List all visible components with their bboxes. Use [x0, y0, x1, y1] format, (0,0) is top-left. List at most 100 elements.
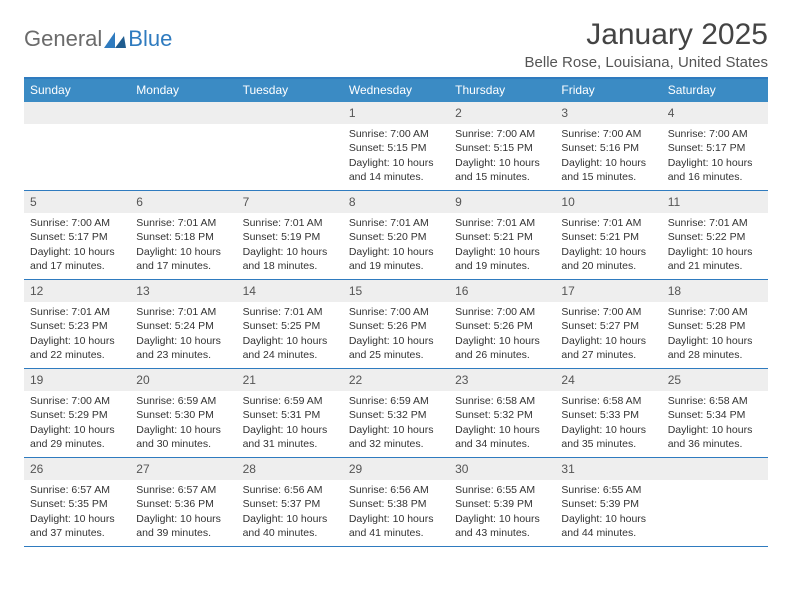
day-cell: 2Sunrise: 7:00 AMSunset: 5:15 PMDaylight… [449, 102, 555, 190]
sunrise-line: Sunrise: 7:00 AM [30, 216, 124, 230]
sunset-line: Sunset: 5:26 PM [455, 319, 549, 333]
sunrise-line: Sunrise: 7:00 AM [349, 127, 443, 141]
day-cell [130, 102, 236, 190]
day-cell: 12 Sunrise: 7:01 AMSunset: 5:23 PMDayligh… [24, 280, 130, 368]
sunrise-line: Sunrise: 6:58 AM [561, 394, 655, 408]
day-cell: 20Sunrise: 6:59 AMSunset: 5:30 PMDayligh… [130, 369, 236, 457]
day-cell: 31Sunrise: 6:55 AMSunset: 5:39 PMDayligh… [555, 458, 661, 546]
sunset-line: Sunset: 5:15 PM [455, 141, 549, 155]
sunset-line: Sunset: 5:27 PM [561, 319, 655, 333]
day-number: 12 [24, 280, 130, 302]
day-number: 14 [237, 280, 343, 302]
day-cell: 13Sunrise: 7:01 AMSunset: 5:24 PMDayligh… [130, 280, 236, 368]
weekday-header-row: SundayMondayTuesdayWednesdayThursdayFrid… [24, 79, 768, 102]
sunrise-line: Sunrise: 6:56 AM [243, 483, 337, 497]
daylight-line: Daylight: 10 hours and 27 minutes. [561, 334, 655, 362]
day-number: 15 [343, 280, 449, 302]
daylight-line: Daylight: 10 hours and 30 minutes. [136, 423, 230, 451]
day-body: Sunrise: 6:56 AMSunset: 5:37 PMDaylight:… [237, 483, 343, 540]
week-row: 26Sunrise: 6:57 AMSunset: 5:35 PMDayligh… [24, 458, 768, 547]
day-cell: 14Sunrise: 7:01 AMSunset: 5:25 PMDayligh… [237, 280, 343, 368]
sunrise-line: Sunrise: 7:00 AM [349, 305, 443, 319]
sunrise-line: Sunrise: 6:57 AM [136, 483, 230, 497]
day-body: Sunrise: 6:59 AMSunset: 5:31 PMDaylight:… [237, 394, 343, 451]
day-body: Sunrise: 7:01 AMSunset: 5:21 PMDaylight:… [449, 216, 555, 273]
logo-text-general: General [24, 26, 102, 52]
sunset-line: Sunset: 5:21 PM [561, 230, 655, 244]
weeks-container: 1Sunrise: 7:00 AMSunset: 5:15 PMDaylight… [24, 102, 768, 547]
sunset-line: Sunset: 5:31 PM [243, 408, 337, 422]
weekday-header-cell: Tuesday [237, 79, 343, 102]
sunrise-line: Sunrise: 7:01 AM [561, 216, 655, 230]
day-number [24, 102, 130, 124]
sunset-line: Sunset: 5:20 PM [349, 230, 443, 244]
sunset-line: Sunset: 5:21 PM [455, 230, 549, 244]
sunrise-line: Sunrise: 7:01 AM [136, 216, 230, 230]
sunrise-line: Sunrise: 7:01 AM [30, 305, 124, 319]
day-cell: 17Sunrise: 7:00 AMSunset: 5:27 PMDayligh… [555, 280, 661, 368]
day-body: Sunrise: 7:00 AMSunset: 5:15 PMDaylight:… [343, 127, 449, 184]
day-number: 17 [555, 280, 661, 302]
daylight-line: Daylight: 10 hours and 26 minutes. [455, 334, 549, 362]
day-number: 4 [662, 102, 768, 124]
day-cell: 8Sunrise: 7:01 AMSunset: 5:20 PMDaylight… [343, 191, 449, 279]
day-number [662, 458, 768, 480]
sunset-line: Sunset: 5:19 PM [243, 230, 337, 244]
day-body: Sunrise: 7:00 AMSunset: 5:28 PMDaylight:… [662, 305, 768, 362]
day-number: 29 [343, 458, 449, 480]
day-number: 5 [24, 191, 130, 213]
day-body: Sunrise: 7:01 AMSunset: 5:20 PMDaylight:… [343, 216, 449, 273]
day-number [130, 102, 236, 124]
day-cell: 3Sunrise: 7:00 AMSunset: 5:16 PMDaylight… [555, 102, 661, 190]
daylight-line: Daylight: 10 hours and 22 minutes. [30, 334, 124, 362]
daylight-line: Daylight: 10 hours and 20 minutes. [561, 245, 655, 273]
day-body: Sunrise: 7:00 AMSunset: 5:17 PMDaylight:… [24, 216, 130, 273]
sunrise-line: Sunrise: 7:01 AM [136, 305, 230, 319]
daylight-line: Daylight: 10 hours and 34 minutes. [455, 423, 549, 451]
sunrise-line: Sunrise: 6:55 AM [561, 483, 655, 497]
day-body: Sunrise: 6:58 AMSunset: 5:34 PMDaylight:… [662, 394, 768, 451]
day-number: 6 [130, 191, 236, 213]
calendar-grid: SundayMondayTuesdayWednesdayThursdayFrid… [24, 77, 768, 547]
day-cell: 16Sunrise: 7:00 AMSunset: 5:26 PMDayligh… [449, 280, 555, 368]
daylight-line: Daylight: 10 hours and 19 minutes. [455, 245, 549, 273]
daylight-line: Daylight: 10 hours and 25 minutes. [349, 334, 443, 362]
day-number: 27 [130, 458, 236, 480]
sunset-line: Sunset: 5:23 PM [30, 319, 124, 333]
day-cell: 15 Sunrise: 7:00 AMSunset: 5:26 PMDayligh… [343, 280, 449, 368]
daylight-line: Daylight: 10 hours and 44 minutes. [561, 512, 655, 540]
sunrise-line: Sunrise: 7:01 AM [243, 305, 337, 319]
day-cell: 29Sunrise: 6:56 AMSunset: 5:38 PMDayligh… [343, 458, 449, 546]
day-cell: 19Sunrise: 7:00 AMSunset: 5:29 PMDayligh… [24, 369, 130, 457]
sunset-line: Sunset: 5:17 PM [668, 141, 762, 155]
sunset-line: Sunset: 5:39 PM [561, 497, 655, 511]
daylight-line: Daylight: 10 hours and 40 minutes. [243, 512, 337, 540]
daylight-line: Daylight: 10 hours and 28 minutes. [668, 334, 762, 362]
sunrise-line: Sunrise: 7:00 AM [30, 394, 124, 408]
sunset-line: Sunset: 5:22 PM [668, 230, 762, 244]
daylight-line: Daylight: 10 hours and 14 minutes. [349, 156, 443, 184]
day-cell: 5 Sunrise: 7:00 AMSunset: 5:17 PMDaylight… [24, 191, 130, 279]
daylight-line: Daylight: 10 hours and 29 minutes. [30, 423, 124, 451]
daylight-line: Daylight: 10 hours and 39 minutes. [136, 512, 230, 540]
day-cell: 7Sunrise: 7:01 AMSunset: 5:19 PMDaylight… [237, 191, 343, 279]
day-number: 23 [449, 369, 555, 391]
sunrise-line: Sunrise: 7:01 AM [668, 216, 762, 230]
day-body: Sunrise: 7:00 AMSunset: 5:16 PMDaylight:… [555, 127, 661, 184]
day-number: 25 [662, 369, 768, 391]
sunset-line: Sunset: 5:17 PM [30, 230, 124, 244]
daylight-line: Daylight: 10 hours and 35 minutes. [561, 423, 655, 451]
daylight-line: Daylight: 10 hours and 17 minutes. [30, 245, 124, 273]
sunset-line: Sunset: 5:33 PM [561, 408, 655, 422]
day-cell [24, 102, 130, 190]
sunset-line: Sunset: 5:30 PM [136, 408, 230, 422]
day-body: Sunrise: 6:58 AMSunset: 5:33 PMDaylight:… [555, 394, 661, 451]
location-text: Belle Rose, Louisiana, United States [525, 54, 768, 71]
sunset-line: Sunset: 5:25 PM [243, 319, 337, 333]
sunrise-line: Sunrise: 6:55 AM [455, 483, 549, 497]
day-cell: 10Sunrise: 7:01 AMSunset: 5:21 PMDayligh… [555, 191, 661, 279]
sunset-line: Sunset: 5:26 PM [349, 319, 443, 333]
weekday-header-cell: Monday [130, 79, 236, 102]
day-body: Sunrise: 7:01 AMSunset: 5:24 PMDaylight:… [130, 305, 236, 362]
weekday-header-cell: Wednesday [343, 79, 449, 102]
